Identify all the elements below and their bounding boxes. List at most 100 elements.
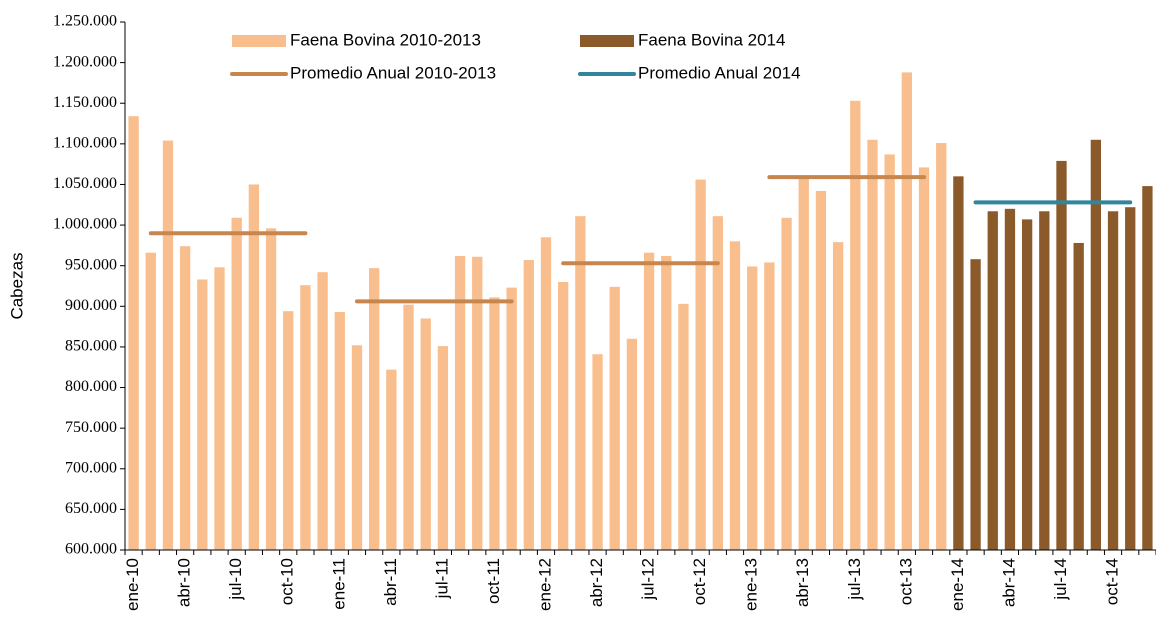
- y-tick-label: 900.000: [65, 297, 117, 314]
- x-tick-label: abr-12: [587, 558, 606, 607]
- bar: [523, 260, 534, 550]
- bar: [1039, 211, 1050, 550]
- x-tick-label: abr-14: [999, 558, 1018, 607]
- x-tick-label: oct-12: [690, 558, 709, 605]
- x-tick-label: ene-10: [123, 558, 142, 611]
- y-tick-label: 1.250.000: [53, 13, 117, 30]
- bar: [558, 281, 569, 550]
- bar: [987, 211, 998, 550]
- bar: [145, 252, 156, 551]
- y-tick-label: 700.000: [65, 459, 117, 476]
- y-tick-label: 1.050.000: [53, 175, 117, 192]
- x-tick-label: oct-11: [484, 558, 503, 604]
- bar: [472, 256, 483, 550]
- bar: [643, 252, 655, 551]
- x-tick-label: ene-13: [742, 558, 761, 611]
- y-tick-label: 1.200.000: [53, 53, 117, 70]
- legend-swatch: [580, 35, 634, 47]
- bar: [850, 100, 861, 550]
- y-axis-title: Cabezas: [7, 252, 26, 319]
- x-tick-label: jul-10: [226, 558, 245, 601]
- bar: [884, 154, 895, 550]
- bar: [300, 285, 311, 550]
- y-tick-label: 650.000: [65, 500, 117, 517]
- x-tick-label: jul-13: [845, 558, 864, 601]
- bar: [626, 338, 638, 550]
- y-tick-label: 1.150.000: [53, 94, 117, 111]
- y-tick-label: 850.000: [65, 338, 117, 355]
- x-tick-label: oct-10: [278, 558, 297, 605]
- bar: [970, 259, 981, 550]
- bar: [953, 176, 964, 551]
- x-tick-label: ene-12: [535, 558, 554, 611]
- bar: [575, 216, 586, 550]
- bar: [764, 262, 775, 550]
- x-tick-label: abr-11: [381, 558, 400, 606]
- y-tick-label: 950.000: [65, 256, 117, 273]
- bar: [1004, 208, 1016, 551]
- y-tick-label: 1.000.000: [53, 216, 117, 233]
- y-tick-label: 750.000: [65, 419, 117, 436]
- bar: [317, 272, 328, 550]
- legend-label: Faena Bovina 2014: [638, 30, 785, 49]
- y-tick-label: 600.000: [65, 541, 117, 558]
- bar: [489, 297, 500, 550]
- bar: [231, 217, 242, 550]
- y-tick-label: 800.000: [65, 378, 117, 395]
- bar: [454, 255, 466, 550]
- bar: [798, 176, 809, 551]
- bar: [403, 304, 414, 550]
- bar: [351, 345, 363, 550]
- bar: [162, 140, 174, 550]
- bar: [128, 116, 139, 550]
- x-tick-label: jul-12: [639, 558, 658, 601]
- legend-label: Promedio Anual 2014: [638, 63, 801, 82]
- x-tick-label: abr-13: [793, 558, 812, 607]
- bar: [214, 267, 225, 550]
- bar: [832, 242, 844, 551]
- bar: [1021, 219, 1033, 551]
- bar: [420, 318, 431, 550]
- bar: [901, 72, 912, 551]
- bar: [592, 354, 603, 550]
- bar: [386, 369, 397, 550]
- bar: [936, 143, 947, 550]
- bar: [1107, 211, 1119, 550]
- legend-label: Promedio Anual 2010-2013: [290, 63, 496, 82]
- bar: [540, 237, 552, 550]
- x-tick-label: ene-11: [329, 558, 348, 610]
- legend-label: Faena Bovina 2010-2013: [290, 30, 481, 49]
- bar: [334, 311, 345, 550]
- bar: [1090, 139, 1102, 551]
- bar: [506, 287, 517, 550]
- x-tick-label: jul-14: [1051, 558, 1070, 601]
- bar: [918, 167, 930, 550]
- bar: [781, 217, 792, 550]
- bar: [867, 139, 878, 551]
- x-tick-label: abr-10: [175, 558, 194, 607]
- x-tick-label: jul-11: [432, 558, 451, 599]
- bar: [265, 228, 277, 550]
- bar: [1142, 186, 1153, 550]
- bar: [1125, 207, 1136, 550]
- bar: [661, 255, 672, 550]
- bar: [1056, 160, 1067, 551]
- bar: [747, 266, 758, 550]
- bar: [179, 246, 191, 550]
- bar: [1073, 242, 1084, 550]
- bar: [283, 311, 294, 550]
- bar: [369, 268, 380, 550]
- bar: [815, 190, 827, 550]
- x-tick-label: oct-14: [1103, 558, 1122, 605]
- bar: [248, 184, 260, 550]
- bar: [609, 286, 620, 550]
- bar: [678, 303, 689, 550]
- bar: [437, 346, 449, 550]
- bar: [729, 241, 741, 551]
- bar: [197, 279, 208, 550]
- bar: [695, 179, 706, 550]
- x-tick-label: oct-13: [896, 558, 915, 605]
- bar: [712, 216, 723, 550]
